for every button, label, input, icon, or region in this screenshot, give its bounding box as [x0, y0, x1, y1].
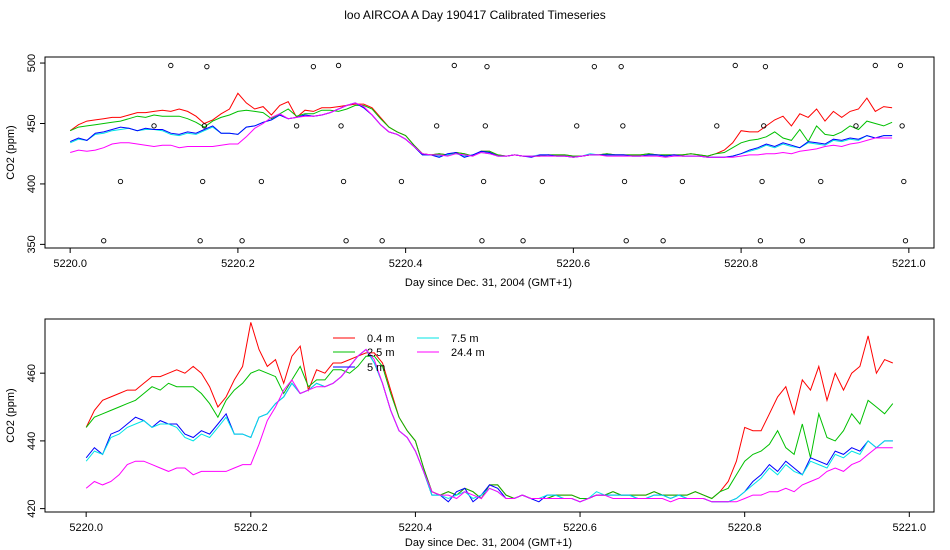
- y-tick-label: 400: [26, 175, 38, 193]
- marker-point: [872, 62, 878, 69]
- marker-point: [379, 238, 385, 244]
- marker-point: [479, 238, 485, 244]
- x-tick-label: 5220.2: [221, 258, 255, 270]
- marker-point: [484, 64, 490, 70]
- marker-point: [574, 123, 580, 129]
- marker-point: [818, 178, 824, 185]
- x-tick-label: 5221.0: [892, 522, 926, 534]
- marker-point: [101, 238, 107, 244]
- x-tick-label: 5220.6: [557, 258, 591, 270]
- marker-point: [623, 238, 629, 244]
- marker-point: [759, 178, 765, 185]
- marker-point: [620, 123, 626, 129]
- marker-point: [799, 238, 805, 244]
- series-line-4: [70, 102, 893, 158]
- y-tick-label: 350: [26, 235, 38, 253]
- y-axis-label: CO2 (ppm): [5, 388, 17, 442]
- marker-point: [201, 123, 207, 129]
- x-tick-label: 5220.6: [563, 522, 597, 534]
- series-line-7-5-m: [85, 348, 893, 503]
- marker-point: [451, 62, 457, 69]
- marker-point: [239, 238, 245, 244]
- series-line-24-4-m: [85, 348, 893, 503]
- series-line-3: [70, 102, 893, 158]
- legend-label: 2.5 m: [367, 347, 395, 359]
- y-tick-label: 450: [26, 114, 38, 132]
- bottom-panel: 5220.0 5220.2 5220.4 5220.6 5220.8 5221.0 420 4…: [5, 318, 935, 549]
- marker-point: [200, 178, 206, 185]
- y-tick-label: 460: [26, 364, 38, 382]
- y-axis-label: CO2 (ppm): [5, 125, 17, 179]
- series-line-2-5-m: [85, 355, 894, 500]
- legend-label: 7.5 m: [451, 333, 479, 345]
- x-tick-label: 5220.2: [234, 522, 268, 534]
- marker-point: [204, 64, 210, 70]
- marker-point: [335, 62, 342, 69]
- marker-point: [293, 123, 300, 129]
- x-tick-label: 5221.0: [892, 258, 926, 270]
- series-line-2: [70, 102, 893, 158]
- x-tick-label: 5220.4: [399, 522, 433, 534]
- marker-point: [197, 238, 203, 244]
- marker-point: [853, 123, 859, 129]
- marker-point: [168, 62, 174, 69]
- y-tick-label: 440: [26, 432, 38, 450]
- marker-point: [310, 64, 317, 70]
- marker-point: [618, 64, 624, 70]
- marker-point: [899, 123, 905, 129]
- legend-label: 0.4 m: [367, 333, 395, 345]
- marker-point: [340, 178, 347, 185]
- marker-point: [901, 178, 907, 185]
- marker-point: [621, 178, 628, 185]
- x-tick-label: 5220.8: [728, 522, 762, 534]
- plot-frame: [44, 56, 935, 249]
- series-line-1: [70, 104, 893, 157]
- y-tick-label: 500: [26, 54, 38, 72]
- series-line-0-4-m: [85, 322, 893, 500]
- legend-label: 5 m: [367, 362, 385, 374]
- marker-point: [591, 64, 597, 70]
- x-tick-label: 5220.0: [53, 258, 87, 270]
- x-axis-label: Day since Dec. 31, 2004 (GMT+1): [405, 277, 572, 289]
- marker-point: [902, 238, 909, 244]
- y-tick-label: 420: [26, 499, 38, 517]
- marker-point: [343, 238, 349, 244]
- x-tick-label: 5220.8: [724, 258, 758, 270]
- marker-point: [761, 123, 767, 129]
- marker-point: [480, 178, 487, 185]
- marker-point: [258, 178, 265, 185]
- x-axis-label: Day since Dec. 31, 2004 (GMT+1): [405, 537, 572, 549]
- marker-point: [757, 238, 764, 244]
- plot-frame: [44, 318, 935, 513]
- marker-point: [732, 62, 738, 69]
- series-line-5-m: [85, 348, 893, 503]
- marker-point: [117, 178, 124, 185]
- marker-point: [434, 123, 440, 129]
- x-tick-label: 5220.0: [69, 522, 103, 534]
- marker-point: [762, 64, 769, 70]
- marker-point: [660, 238, 666, 244]
- marker-point: [539, 178, 545, 185]
- marker-point: [482, 123, 488, 129]
- page-title: loo AIRCOA A Day 190417 Calibrated Times…: [344, 8, 606, 22]
- top-panel: 5220.0 5220.2 5220.4 5220.6 5220.8 5221.0 350 4…: [5, 54, 935, 289]
- marker-point: [520, 238, 526, 244]
- marker-point: [897, 62, 904, 69]
- marker-point: [338, 123, 344, 129]
- marker-point: [151, 123, 157, 129]
- x-tick-label: 5220.4: [389, 258, 423, 270]
- legend-label: 24.4 m: [451, 347, 485, 359]
- marker-point: [679, 178, 686, 185]
- marker-point: [398, 178, 405, 185]
- marker-point: [714, 123, 720, 129]
